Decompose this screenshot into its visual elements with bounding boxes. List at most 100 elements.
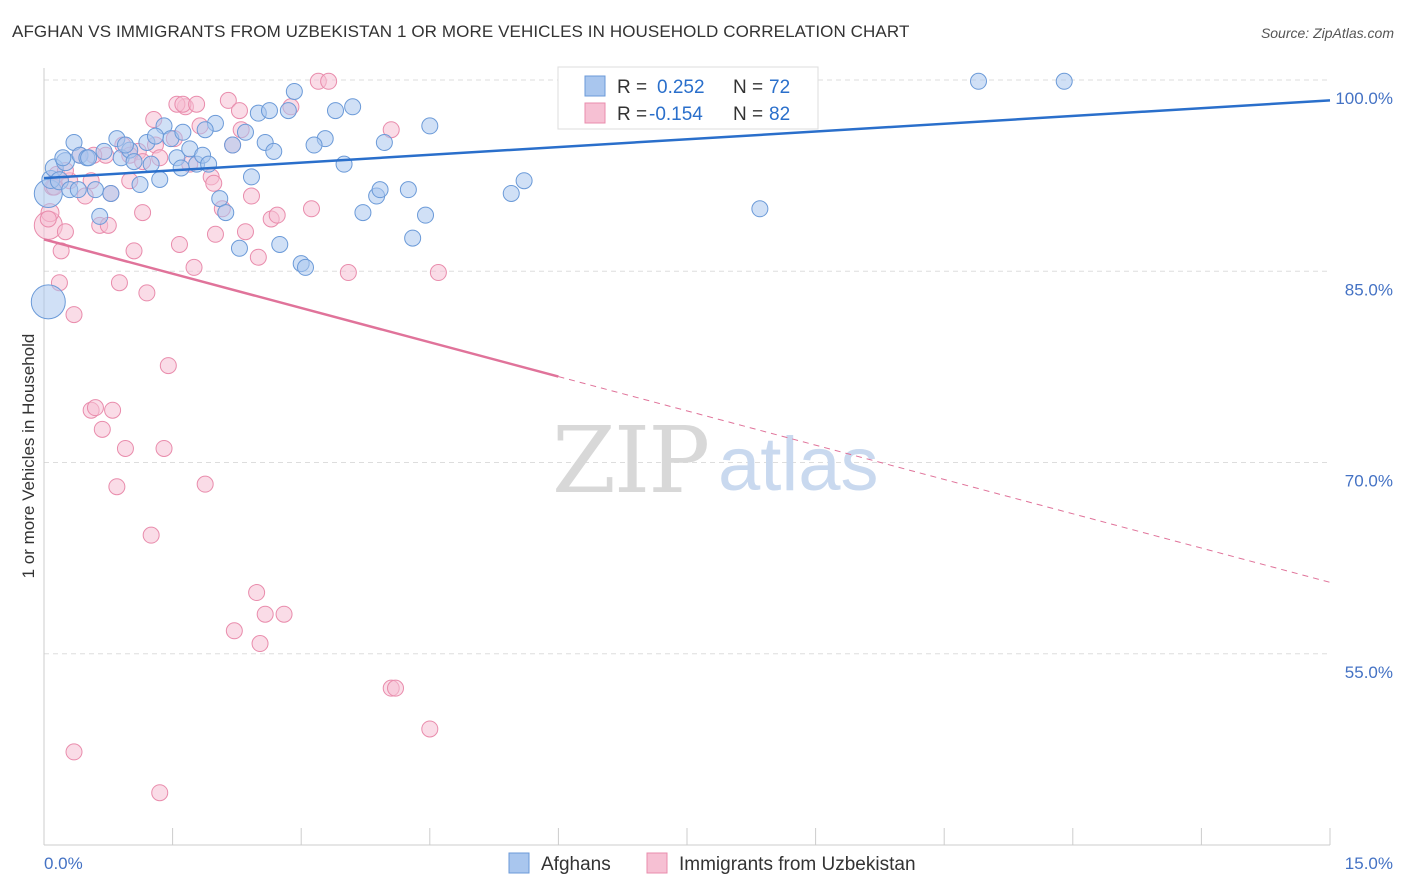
y-tick-labels: 100.0% 85.0% 70.0% 55.0% bbox=[1335, 89, 1393, 682]
afghans-point bbox=[146, 127, 164, 145]
afghans-point bbox=[54, 149, 72, 167]
uzbekistan-point bbox=[251, 635, 269, 653]
source-label: Source: ZipAtlas.com bbox=[1260, 25, 1394, 41]
afghans-point bbox=[125, 153, 143, 171]
uzbekistan-point bbox=[108, 478, 126, 496]
trend-lines bbox=[43, 99, 1331, 583]
legend-n-label-pink: N = bbox=[733, 104, 763, 125]
afghans-point bbox=[217, 204, 235, 222]
uzbekistan-point bbox=[236, 223, 254, 241]
uzbekistan-point bbox=[151, 784, 169, 802]
uzbekistan-point bbox=[387, 679, 405, 697]
uzbekistan-point bbox=[248, 584, 266, 602]
uzbekistan-point bbox=[138, 284, 156, 302]
legend-n-value-blue: 72 bbox=[769, 77, 790, 98]
uzbekistan-point bbox=[302, 200, 320, 218]
uzbekistan-point bbox=[249, 248, 267, 266]
uzbekistan-point bbox=[134, 204, 152, 222]
afghans-point bbox=[751, 200, 769, 218]
y-tick-label-55: 55.0% bbox=[1345, 663, 1393, 682]
y-tick-label-85: 85.0% bbox=[1345, 280, 1393, 299]
afghans-point bbox=[102, 184, 120, 202]
bottom-legend-label-uzbekistan: Immigrants from Uzbekistan bbox=[679, 854, 916, 875]
uzbekistan-point bbox=[39, 210, 57, 228]
afghans-point bbox=[174, 123, 192, 141]
afghans-point bbox=[260, 102, 278, 120]
afghans-point bbox=[265, 142, 283, 160]
uzbekistan-point bbox=[116, 439, 134, 457]
blue-series-points bbox=[30, 72, 1073, 320]
legend-n-label-blue: N = bbox=[733, 77, 763, 98]
uzbekistan-point bbox=[256, 605, 274, 623]
y-axis-title: 1 or more Vehicles in Household bbox=[19, 334, 38, 579]
uzbekistan-point bbox=[188, 95, 206, 113]
uzbekistan-point bbox=[104, 401, 122, 419]
afghans-point bbox=[211, 190, 229, 208]
afghans-point bbox=[224, 136, 242, 154]
uzbekistan-point bbox=[196, 475, 214, 493]
uzbekistan-point bbox=[142, 526, 160, 544]
afghans-point bbox=[515, 172, 533, 190]
legend-r-label-pink: R = bbox=[617, 104, 647, 125]
uzbekistan-point bbox=[205, 174, 223, 192]
legend-box: R = 0.252 N = 72 R = -0.154 N = 82 bbox=[557, 66, 819, 130]
uzbekistan-point bbox=[65, 743, 83, 761]
afghans-point bbox=[30, 284, 66, 320]
watermark-zip: ZIP bbox=[552, 407, 708, 514]
uzbekistan-point bbox=[230, 102, 248, 120]
afghans-point bbox=[399, 181, 417, 199]
x-axis-ticks bbox=[43, 828, 1331, 845]
afghans-point bbox=[417, 206, 435, 224]
afghans-point bbox=[116, 136, 134, 154]
uzbekistan-point bbox=[225, 622, 243, 640]
uzbekistan-trend-line-dashed bbox=[558, 376, 1331, 583]
afghans-point bbox=[172, 159, 190, 177]
afghans-point bbox=[371, 181, 389, 199]
afghans-point bbox=[296, 258, 314, 276]
legend-swatch-pink bbox=[584, 102, 606, 124]
bottom-legend-swatch-uzbekistan bbox=[646, 852, 668, 874]
afghans-point bbox=[151, 170, 169, 188]
watermark-atlas: atlas bbox=[718, 422, 879, 507]
uzbekistan-point bbox=[65, 306, 83, 324]
afghans-point bbox=[969, 72, 987, 90]
afghans-point bbox=[354, 204, 372, 222]
afghans-point bbox=[80, 149, 98, 167]
uzbekistan-point bbox=[320, 72, 338, 90]
afghans-point bbox=[69, 181, 87, 199]
uzbekistan-trend-line-solid bbox=[43, 238, 559, 378]
uzbekistan-point bbox=[268, 206, 286, 224]
watermark: ZIP atlas bbox=[552, 407, 879, 514]
bottom-legend-swatch-afghans bbox=[508, 852, 530, 874]
afghans-point bbox=[285, 82, 303, 100]
uzbekistan-point bbox=[421, 720, 439, 738]
chart-title: AFGHAN VS IMMIGRANTS FROM UZBEKISTAN 1 O… bbox=[12, 22, 910, 41]
uzbekistan-point bbox=[242, 187, 260, 205]
afghans-point bbox=[242, 168, 260, 186]
uzbekistan-point bbox=[56, 223, 74, 241]
uzbekistan-point bbox=[429, 264, 447, 282]
legend-r-value-pink: -0.154 bbox=[649, 104, 703, 125]
afghans-point bbox=[271, 235, 289, 253]
bottom-legend-label-afghans: Afghans bbox=[541, 854, 611, 875]
uzbekistan-point bbox=[110, 274, 128, 292]
afghans-point bbox=[344, 98, 362, 116]
afghans-point bbox=[421, 117, 439, 135]
afghans-point bbox=[305, 136, 323, 154]
afghans-point bbox=[502, 184, 520, 202]
uzbekistan-point bbox=[339, 264, 357, 282]
afghans-point bbox=[230, 239, 248, 257]
y-tick-label-100: 100.0% bbox=[1335, 89, 1393, 108]
afghans-point bbox=[236, 123, 254, 141]
uzbekistan-point bbox=[155, 439, 173, 457]
afghans-point bbox=[91, 207, 109, 225]
afghans-point bbox=[86, 181, 104, 199]
legend-swatch-blue bbox=[584, 75, 606, 97]
uzbekistan-point bbox=[185, 258, 203, 276]
uzbekistan-point bbox=[86, 399, 104, 417]
afghans-point bbox=[95, 142, 113, 160]
afghans-point bbox=[196, 121, 214, 139]
legend-n-value-pink: 82 bbox=[769, 104, 790, 125]
afghans-point bbox=[375, 133, 393, 151]
